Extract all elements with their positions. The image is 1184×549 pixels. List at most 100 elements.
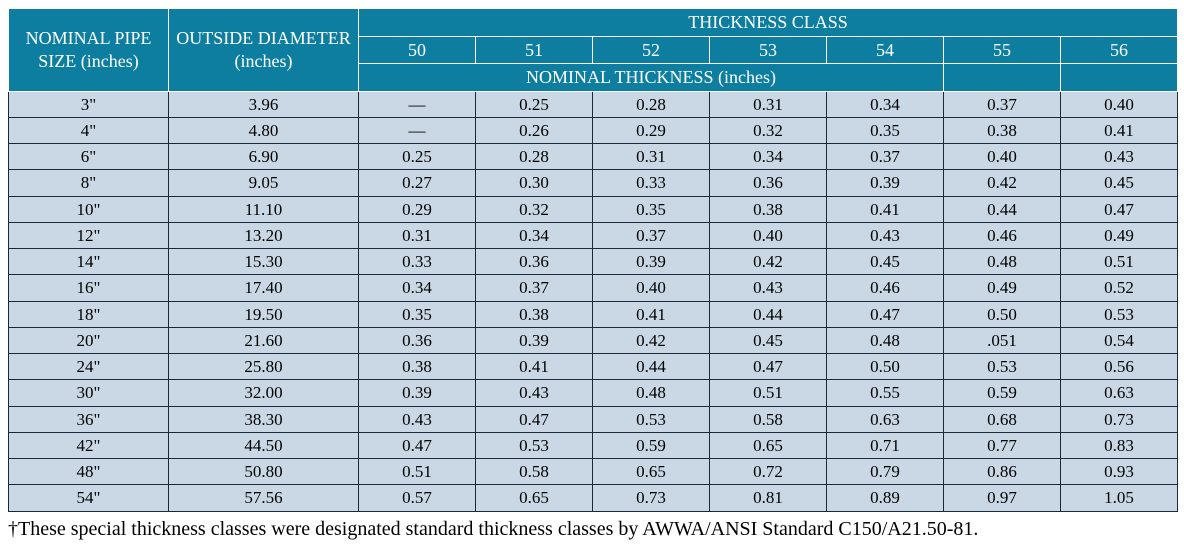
cell-outside-diameter: 19.50 xyxy=(169,301,359,327)
cell-pipe-size: 8" xyxy=(9,170,169,196)
cell-thickness: 0.40 xyxy=(1061,91,1178,117)
cell-pipe-size: 36" xyxy=(9,406,169,432)
cell-thickness: 0.27 xyxy=(359,170,476,196)
cell-pipe-size: 24" xyxy=(9,354,169,380)
cell-thickness: 0.48 xyxy=(944,249,1061,275)
cell-thickness: — xyxy=(359,117,476,143)
header-outside-diameter: OUTSIDE DIAMETER (inches) xyxy=(169,9,359,92)
cell-thickness: 0.73 xyxy=(593,485,710,511)
cell-thickness: 0.47 xyxy=(1061,196,1178,222)
cell-thickness: — xyxy=(359,91,476,117)
cell-outside-diameter: 38.30 xyxy=(169,406,359,432)
header-class-50: 50 xyxy=(359,36,476,64)
cell-thickness: 0.38 xyxy=(710,196,827,222)
table-header: NOMINAL PIPE SIZE (inches) OUTSIDE DIAME… xyxy=(9,9,1178,92)
cell-thickness: 0.65 xyxy=(476,485,593,511)
cell-thickness: 0.59 xyxy=(593,432,710,458)
table-row: 3"3.96—0.250.280.310.340.370.40 xyxy=(9,91,1178,117)
cell-thickness: 0.68 xyxy=(944,406,1061,432)
pipe-thickness-table: NOMINAL PIPE SIZE (inches) OUTSIDE DIAME… xyxy=(8,8,1178,512)
table-row: 36"38.300.430.470.530.580.630.680.73 xyxy=(9,406,1178,432)
cell-thickness: 0.63 xyxy=(827,406,944,432)
header-class-51: 51 xyxy=(476,36,593,64)
header-thickness-class: THICKNESS CLASS xyxy=(359,9,1178,37)
header-nominal-thickness: NOMINAL THICKNESS (inches) xyxy=(359,64,944,92)
cell-pipe-size: 42" xyxy=(9,432,169,458)
cell-thickness: 0.42 xyxy=(710,249,827,275)
cell-thickness: 0.59 xyxy=(944,380,1061,406)
footnote: †These special thickness classes were de… xyxy=(8,518,1176,541)
cell-thickness: 0.34 xyxy=(359,275,476,301)
cell-thickness: 0.29 xyxy=(593,117,710,143)
cell-pipe-size: 16" xyxy=(9,275,169,301)
cell-thickness: 0.32 xyxy=(710,117,827,143)
cell-thickness: 0.43 xyxy=(827,222,944,248)
cell-thickness: 0.50 xyxy=(944,301,1061,327)
cell-thickness: 0.37 xyxy=(827,144,944,170)
cell-thickness: 0.73 xyxy=(1061,406,1178,432)
cell-thickness: 0.38 xyxy=(944,117,1061,143)
cell-thickness: 0.31 xyxy=(593,144,710,170)
cell-thickness: 0.55 xyxy=(827,380,944,406)
table-row: 30"32.000.390.430.480.510.550.590.63 xyxy=(9,380,1178,406)
cell-thickness: 0.52 xyxy=(1061,275,1178,301)
cell-thickness: 0.89 xyxy=(827,485,944,511)
cell-thickness: 0.39 xyxy=(476,327,593,353)
cell-thickness: 0.44 xyxy=(593,354,710,380)
header-blank-1 xyxy=(944,64,1061,92)
cell-thickness: 0.45 xyxy=(1061,170,1178,196)
cell-outside-diameter: 50.80 xyxy=(169,459,359,485)
cell-pipe-size: 14" xyxy=(9,249,169,275)
cell-thickness: 0.37 xyxy=(476,275,593,301)
cell-outside-diameter: 4.80 xyxy=(169,117,359,143)
cell-thickness: 0.38 xyxy=(476,301,593,327)
cell-outside-diameter: 11.10 xyxy=(169,196,359,222)
table-row: 16"17.400.340.370.400.430.460.490.52 xyxy=(9,275,1178,301)
table-row: 18"19.500.350.380.410.440.470.500.53 xyxy=(9,301,1178,327)
cell-thickness: 0.45 xyxy=(710,327,827,353)
cell-pipe-size: 20" xyxy=(9,327,169,353)
cell-thickness: 0.35 xyxy=(827,117,944,143)
cell-thickness: 0.53 xyxy=(1061,301,1178,327)
cell-outside-diameter: 9.05 xyxy=(169,170,359,196)
table-row: 12"13.200.310.340.370.400.430.460.49 xyxy=(9,222,1178,248)
cell-outside-diameter: 44.50 xyxy=(169,432,359,458)
table-row: 24"25.800.380.410.440.470.500.530.56 xyxy=(9,354,1178,380)
cell-pipe-size: 18" xyxy=(9,301,169,327)
cell-thickness: 0.42 xyxy=(944,170,1061,196)
header-class-54: 54 xyxy=(827,36,944,64)
table-row: 6"6.900.250.280.310.340.370.400.43 xyxy=(9,144,1178,170)
cell-thickness: 0.49 xyxy=(944,275,1061,301)
cell-pipe-size: 6" xyxy=(9,144,169,170)
cell-thickness: 0.41 xyxy=(593,301,710,327)
cell-thickness: 0.36 xyxy=(710,170,827,196)
cell-thickness: 0.35 xyxy=(359,301,476,327)
cell-thickness: 0.25 xyxy=(359,144,476,170)
cell-thickness: 0.42 xyxy=(593,327,710,353)
cell-thickness: 0.47 xyxy=(710,354,827,380)
cell-thickness: 0.41 xyxy=(827,196,944,222)
cell-thickness: 0.31 xyxy=(710,91,827,117)
table-row: 54"57.560.570.650.730.810.890.971.05 xyxy=(9,485,1178,511)
cell-thickness: 0.50 xyxy=(827,354,944,380)
cell-thickness: 0.51 xyxy=(359,459,476,485)
header-blank-2 xyxy=(1061,64,1178,92)
cell-thickness: 0.33 xyxy=(593,170,710,196)
cell-thickness: 0.46 xyxy=(827,275,944,301)
cell-thickness: 0.48 xyxy=(827,327,944,353)
cell-outside-diameter: 3.96 xyxy=(169,91,359,117)
cell-outside-diameter: 17.40 xyxy=(169,275,359,301)
cell-thickness: 0.77 xyxy=(944,432,1061,458)
cell-thickness: 0.83 xyxy=(1061,432,1178,458)
cell-pipe-size: 48" xyxy=(9,459,169,485)
cell-thickness: 0.53 xyxy=(944,354,1061,380)
cell-thickness: 0.30 xyxy=(476,170,593,196)
cell-thickness: 0.40 xyxy=(944,144,1061,170)
cell-thickness: 0.46 xyxy=(944,222,1061,248)
cell-thickness: 0.86 xyxy=(944,459,1061,485)
cell-thickness: 0.37 xyxy=(944,91,1061,117)
cell-thickness: 0.41 xyxy=(1061,117,1178,143)
cell-thickness: 0.37 xyxy=(593,222,710,248)
table-row: 48"50.800.510.580.650.720.790.860.93 xyxy=(9,459,1178,485)
cell-pipe-size: 3" xyxy=(9,91,169,117)
